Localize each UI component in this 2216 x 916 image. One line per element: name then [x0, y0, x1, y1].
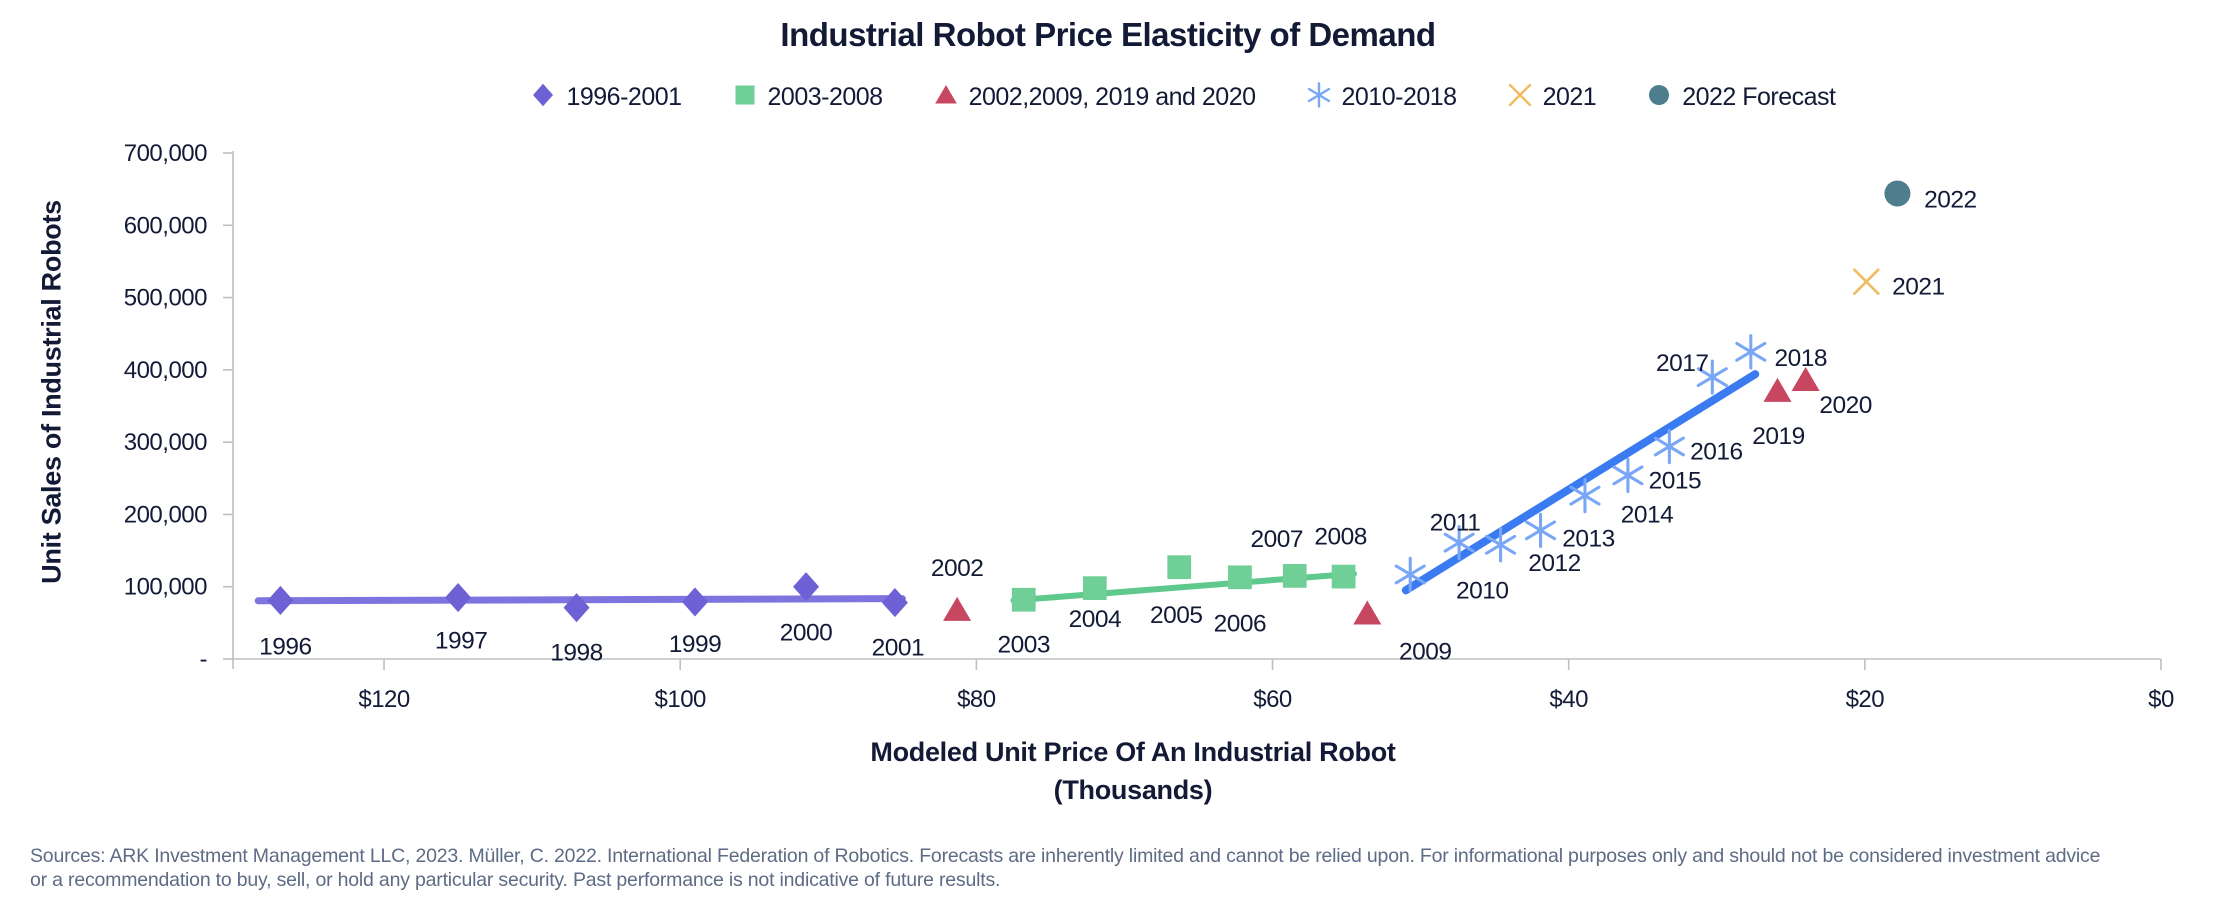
y-tick-label: 300,000 [124, 429, 207, 456]
point-label-1998: 1998 [550, 640, 603, 667]
point-label-2001: 2001 [872, 635, 925, 662]
marker-2021 [1853, 268, 1880, 295]
diamond-legend-icon [528, 80, 558, 115]
y-tick-label: 100,000 [124, 574, 207, 601]
marker-2019 [1763, 377, 1792, 402]
y-tick-label: 200,000 [124, 501, 207, 528]
y-tick-label: 600,000 [124, 212, 207, 239]
legend-item-1996-2001: 1996-2001 [528, 80, 682, 115]
marker-2007 [1282, 563, 1307, 588]
x-tick-label: $120 [358, 686, 410, 713]
plot-area: 700,000 600,000 500,000 400,000 300,000 200,0… [124, 140, 2175, 713]
marker-2000 [793, 572, 820, 602]
legend-item-2022-forecast: 2022 Forecast [1644, 80, 1836, 115]
point-label-2022: 2022 [1924, 186, 1977, 213]
point-label-2011: 2011 [1430, 510, 1481, 537]
point-label-1999: 1999 [669, 631, 722, 658]
point-label-2017: 2017 [1656, 350, 1709, 377]
marker-2015 [1612, 457, 1644, 494]
marker-2020 [1791, 366, 1820, 392]
point-label-2007: 2007 [1250, 526, 1303, 553]
legend-item-2003-2008: 2003-2008 [730, 80, 883, 115]
point-label-2018: 2018 [1775, 345, 1828, 372]
circle-legend-icon [1644, 80, 1674, 115]
marker-1996 [267, 585, 294, 616]
point-label-2008: 2008 [1314, 524, 1367, 551]
marker-2008 [1331, 564, 1356, 589]
legend-item-2021: 2021 [1505, 80, 1597, 115]
point-label-2021: 2021 [1892, 274, 1945, 301]
point-label-2015: 2015 [1649, 467, 1702, 494]
marker-2017 [1696, 359, 1728, 395]
marker-1999 [682, 587, 709, 617]
point-label-1997: 1997 [435, 628, 488, 655]
marker-2004 [1082, 576, 1107, 601]
x-tick-label: $20 [1846, 686, 1885, 713]
marker-2009 [1353, 600, 1382, 625]
point-label-2002: 2002 [931, 555, 984, 582]
marker-2005 [1167, 555, 1192, 580]
x-axis-title: Modeled Unit Price Of An Industrial Robo… [233, 733, 2033, 809]
point-label-2019: 2019 [1752, 423, 1805, 450]
point-label-2020: 2020 [1819, 392, 1872, 419]
x-tick-label: $60 [1253, 686, 1292, 713]
y-tick-label: 700,000 [124, 140, 207, 167]
plot-canvas: 700,000 600,000 500,000 400,000 300,000 200,0… [124, 140, 2175, 713]
marker-2018 [1735, 334, 1767, 370]
marker-1998 [563, 593, 590, 623]
marker-2002 [943, 596, 972, 621]
y-tick-label: 500,000 [124, 285, 207, 312]
point-label-2000: 2000 [780, 620, 833, 647]
x-legend-icon [1505, 80, 1535, 115]
point-label-2013: 2013 [1562, 525, 1615, 552]
y-axis-title: Unit Sales of Industrial Robots [36, 200, 67, 584]
legend: 1996-2001 2003-2008 2002,2009, 2019 and … [0, 80, 2216, 115]
point-label-2005: 2005 [1150, 602, 1203, 629]
square-legend-icon [730, 80, 760, 115]
trendline-2010-2018 [1401, 370, 1760, 595]
point-label-2016: 2016 [1690, 438, 1743, 465]
marker-2003 [1011, 587, 1036, 612]
x-tick-label: $100 [655, 686, 707, 713]
point-label-2012: 2012 [1528, 550, 1581, 577]
marker-2006 [1228, 565, 1252, 590]
legend-label: 2002,2009, 2019 and 2020 [968, 83, 1256, 111]
point-label-2006: 2006 [1214, 610, 1267, 637]
triangle-legend-icon [931, 80, 961, 115]
marker-2012 [1485, 527, 1517, 563]
y-tick-label: - [200, 646, 208, 673]
point-label-2003: 2003 [997, 632, 1050, 659]
legend-label: 2003-2008 [767, 83, 884, 111]
legend-label: 2021 [1542, 83, 1597, 111]
point-label-2010: 2010 [1456, 577, 1509, 604]
x-tick-label: $0 [2148, 686, 2174, 713]
marker-2010 [1394, 556, 1426, 593]
marker-2022 [1884, 180, 1911, 207]
point-label-2014: 2014 [1621, 502, 1674, 529]
asterisk-legend-icon [1304, 80, 1334, 115]
chart-title: Industrial Robot Price Elasticity of Dem… [780, 16, 1436, 53]
legend-label: 2010-2018 [1341, 83, 1458, 111]
marker-2016 [1653, 428, 1685, 465]
marker-2014 [1569, 477, 1601, 514]
point-label-2009: 2009 [1399, 638, 1452, 665]
point-label-2004: 2004 [1069, 606, 1122, 633]
x-axis-title-line1: Modeled Unit Price Of An Industrial Robo… [870, 737, 1396, 767]
source-note: Sources: ARK Investment Management LLC, … [30, 845, 2101, 891]
y-tick-label: 400,000 [124, 357, 207, 384]
marker-2013 [1525, 512, 1557, 548]
point-label-1996: 1996 [259, 633, 312, 660]
legend-item-2002-2009-2019-2020: 2002,2009, 2019 and 2020 [931, 80, 1256, 115]
x-axis-title-line2: (Thousands) [1053, 775, 1213, 805]
marker-1997 [445, 582, 472, 613]
legend-label: 1996-2001 [566, 83, 682, 111]
marker-2001 [881, 588, 908, 618]
x-tick-label: $80 [957, 686, 996, 713]
marker-2011 [1443, 524, 1475, 561]
legend-item-2010-2018: 2010-2018 [1304, 80, 1457, 115]
x-tick-label: $40 [1549, 686, 1588, 713]
legend-label: 2022 Forecast [1682, 83, 1836, 111]
